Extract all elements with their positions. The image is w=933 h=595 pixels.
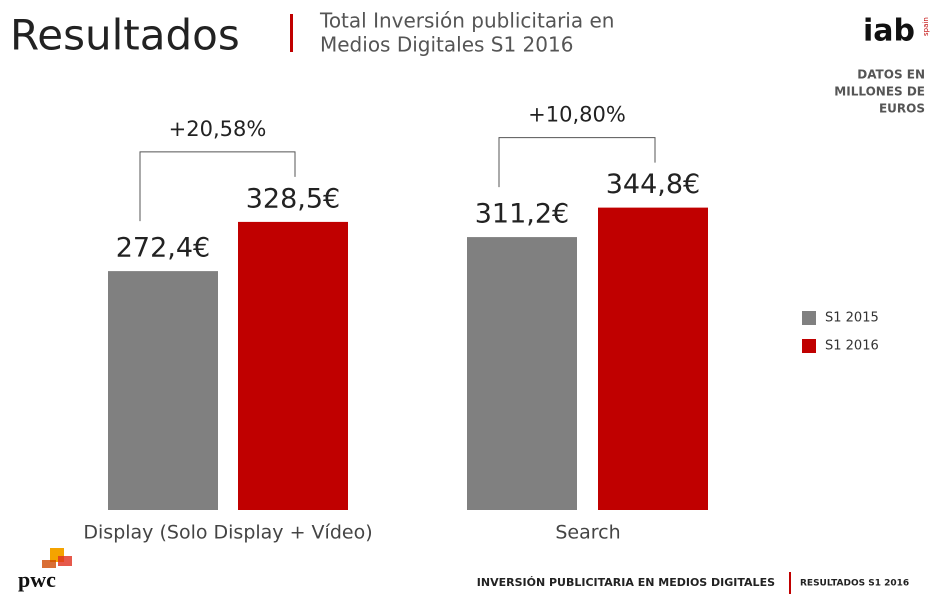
pwc-logo: pwc — [18, 567, 56, 592]
legend-label: S1 2016 — [825, 339, 879, 354]
value-label: 328,5€ — [246, 183, 340, 214]
bracket — [139, 151, 296, 222]
note-line: DATOS EN — [857, 68, 925, 82]
legend-swatch — [802, 311, 816, 325]
bracket — [498, 137, 656, 188]
footer-divider — [789, 572, 791, 594]
annotation: +10,80% — [528, 103, 626, 127]
iab-logo: iab — [863, 14, 915, 49]
iab-logo-sub: spain — [922, 17, 930, 36]
footer-text: INVERSIÓN PUBLICITARIA EN MEDIOS DIGITAL… — [477, 576, 775, 589]
x-tick-label: Display (Solo Display + Vídeo) — [83, 522, 372, 544]
bar — [238, 221, 348, 510]
pwc-block — [42, 560, 56, 568]
bar — [598, 207, 708, 510]
bar — [108, 271, 218, 510]
title-divider — [290, 14, 293, 52]
note-line: EUROS — [879, 102, 925, 116]
title: Resultados — [10, 11, 240, 60]
subtitle-line: Total Inversión publicitaria en — [319, 9, 614, 33]
subtitle-line: Medios Digitales S1 2016 — [320, 33, 573, 57]
bar — [467, 237, 577, 510]
footer-text: RESULTADOS S1 2016 — [800, 579, 909, 589]
value-label: 272,4€ — [116, 233, 210, 264]
note-line: MILLONES DE — [834, 85, 925, 99]
x-tick-label: Search — [555, 522, 620, 544]
legend-swatch — [802, 339, 816, 353]
value-label: 344,8€ — [606, 169, 700, 200]
annotation: +20,58% — [169, 117, 267, 141]
legend-label: S1 2015 — [825, 311, 879, 326]
pwc-block — [58, 556, 72, 566]
value-label: 311,2€ — [475, 199, 569, 230]
